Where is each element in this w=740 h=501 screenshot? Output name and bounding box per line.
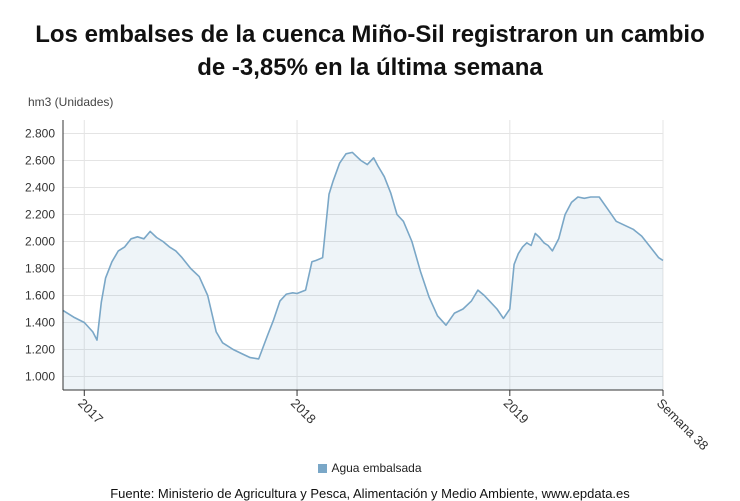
y-tick-label: 2.600 <box>25 154 55 168</box>
legend-swatch <box>318 464 328 473</box>
y-tick-label: 2.400 <box>25 181 55 195</box>
legend[interactable]: Agua embalsada <box>0 461 740 475</box>
x-tick-label: Semana 38 <box>654 396 712 454</box>
y-tick-label: 1.400 <box>25 316 55 330</box>
legend-label: Agua embalsada <box>331 461 422 475</box>
chart-title: Los embalses de la cuenca Miño-Sil regis… <box>0 18 740 84</box>
chart-title-line-2: de -3,85% en la última semana <box>197 54 543 81</box>
x-tick-label: 2019 <box>501 396 532 427</box>
x-tick-label: 2018 <box>288 396 319 427</box>
x-tick-label: 2017 <box>75 396 106 427</box>
y-tick-label: 1.200 <box>25 343 55 357</box>
y-tick-label: 2.200 <box>25 208 55 222</box>
series-line <box>62 151 664 360</box>
series-area <box>63 152 663 390</box>
source-note: Fuente: Ministerio de Agricultura y Pesc… <box>110 486 630 501</box>
y-tick-label: 2.000 <box>25 235 55 249</box>
y-tick-label: 1.000 <box>25 370 55 384</box>
chart-title-line-1: Los embalses de la cuenca Miño-Sil regis… <box>35 21 705 48</box>
y-axis-unit-label: hm3 (Unidades) <box>28 95 114 109</box>
y-tick-label: 2.800 <box>25 127 55 141</box>
y-tick-label: 1.600 <box>25 289 55 303</box>
y-tick-label: 1.800 <box>25 262 55 276</box>
